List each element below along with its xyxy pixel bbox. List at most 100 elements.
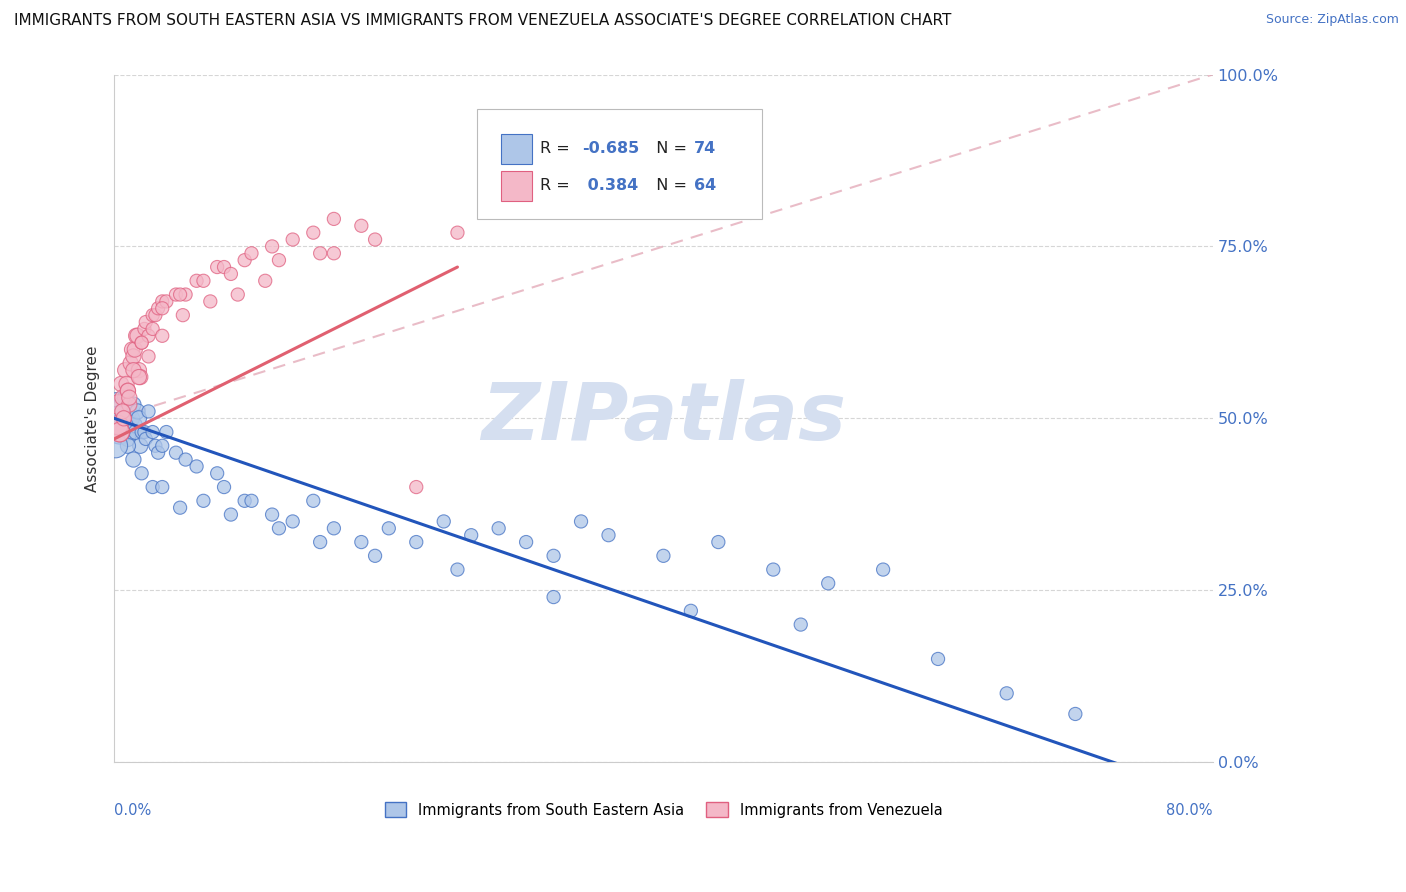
Point bbox=[142, 308, 165, 322]
Point bbox=[205, 467, 228, 481]
Point bbox=[128, 411, 150, 425]
Point bbox=[433, 515, 456, 529]
Point bbox=[108, 425, 131, 439]
Point bbox=[872, 563, 894, 577]
Point bbox=[107, 411, 129, 425]
Point bbox=[262, 508, 284, 522]
Point bbox=[128, 370, 150, 384]
Point bbox=[927, 652, 949, 666]
Point bbox=[111, 404, 134, 418]
Point bbox=[118, 398, 141, 412]
Point bbox=[120, 425, 142, 439]
Point bbox=[124, 343, 146, 357]
Point bbox=[193, 493, 215, 508]
Point bbox=[322, 521, 344, 535]
Point bbox=[350, 535, 373, 549]
Point bbox=[105, 398, 128, 412]
Point bbox=[131, 467, 153, 481]
Point bbox=[169, 287, 191, 301]
Point bbox=[205, 260, 228, 274]
Point bbox=[110, 376, 132, 391]
Point bbox=[309, 535, 332, 549]
Bar bbox=[501, 170, 531, 201]
Point bbox=[150, 301, 173, 316]
Point bbox=[150, 328, 173, 343]
Point bbox=[124, 418, 146, 433]
Point bbox=[118, 404, 141, 418]
Point bbox=[117, 432, 139, 446]
Point bbox=[122, 398, 145, 412]
Point bbox=[145, 308, 167, 322]
Point bbox=[117, 384, 139, 398]
Point bbox=[127, 328, 149, 343]
Point bbox=[138, 404, 160, 418]
Text: -0.685: -0.685 bbox=[582, 141, 640, 156]
FancyBboxPatch shape bbox=[477, 109, 762, 219]
Point bbox=[281, 515, 304, 529]
Point bbox=[112, 418, 135, 433]
Point bbox=[121, 343, 143, 357]
Text: 74: 74 bbox=[695, 141, 717, 156]
Point bbox=[172, 308, 194, 322]
Point bbox=[652, 549, 675, 563]
Point bbox=[114, 363, 136, 377]
Point bbox=[790, 617, 813, 632]
Point bbox=[817, 576, 839, 591]
Point bbox=[131, 425, 153, 439]
Point bbox=[122, 363, 145, 377]
Point bbox=[127, 404, 149, 418]
Point bbox=[679, 604, 702, 618]
Point bbox=[186, 274, 208, 288]
Point bbox=[117, 384, 139, 398]
Point bbox=[122, 350, 145, 364]
Point bbox=[212, 480, 235, 494]
Point bbox=[364, 549, 387, 563]
Point bbox=[233, 493, 256, 508]
Text: R =: R = bbox=[540, 178, 575, 194]
Point bbox=[142, 480, 165, 494]
Point bbox=[146, 445, 169, 459]
Y-axis label: Associate's Degree: Associate's Degree bbox=[86, 345, 100, 491]
Point bbox=[111, 404, 134, 418]
Point bbox=[309, 246, 332, 260]
Point bbox=[995, 686, 1018, 700]
Point bbox=[1064, 706, 1087, 721]
Point bbox=[446, 563, 468, 577]
Point bbox=[762, 563, 785, 577]
Point bbox=[322, 246, 344, 260]
Point bbox=[169, 500, 191, 515]
Point bbox=[150, 439, 173, 453]
Point bbox=[135, 432, 157, 446]
Point bbox=[107, 411, 129, 425]
Point bbox=[118, 391, 141, 405]
Bar bbox=[501, 134, 531, 164]
Point bbox=[186, 459, 208, 474]
Point bbox=[350, 219, 373, 233]
Point bbox=[125, 328, 148, 343]
Point bbox=[240, 493, 263, 508]
Point bbox=[142, 425, 165, 439]
Point bbox=[322, 211, 344, 226]
Point bbox=[155, 425, 177, 439]
Point bbox=[131, 335, 153, 350]
Point bbox=[460, 528, 482, 542]
Point bbox=[112, 411, 135, 425]
Point bbox=[150, 294, 173, 309]
Point bbox=[543, 549, 565, 563]
Point bbox=[488, 521, 510, 535]
Point bbox=[707, 535, 730, 549]
Point bbox=[281, 233, 304, 247]
Point bbox=[112, 411, 135, 425]
Point bbox=[129, 439, 152, 453]
Text: Source: ZipAtlas.com: Source: ZipAtlas.com bbox=[1265, 13, 1399, 27]
Point bbox=[598, 528, 620, 542]
Legend: Immigrants from South Eastern Asia, Immigrants from Venezuela: Immigrants from South Eastern Asia, Immi… bbox=[378, 797, 948, 823]
Point bbox=[364, 233, 387, 247]
Point bbox=[174, 287, 197, 301]
Point bbox=[212, 260, 235, 274]
Point bbox=[405, 480, 427, 494]
Point bbox=[104, 439, 127, 453]
Text: 0.384: 0.384 bbox=[582, 178, 638, 194]
Point bbox=[515, 535, 537, 549]
Point bbox=[107, 398, 129, 412]
